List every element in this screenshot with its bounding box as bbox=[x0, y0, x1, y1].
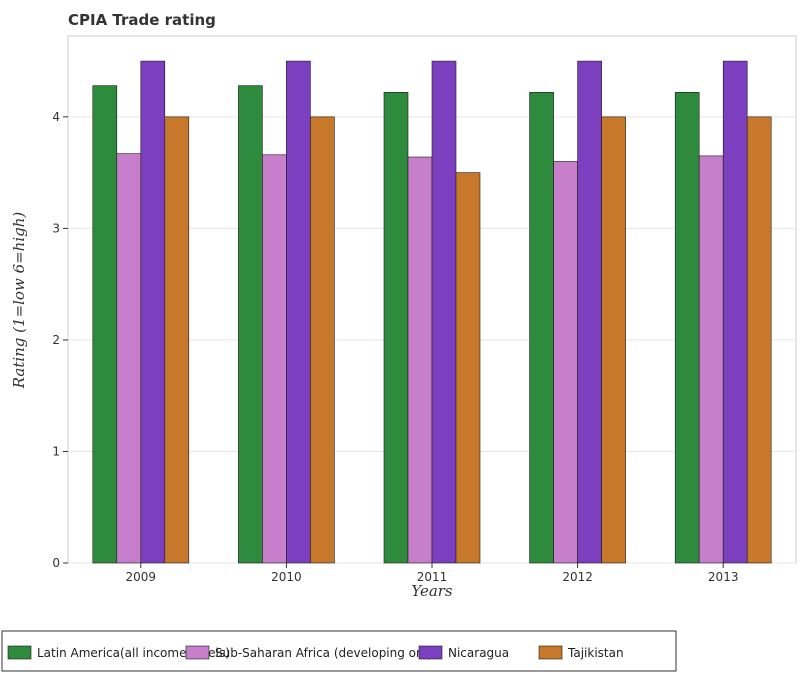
bar-2011-series-3 bbox=[455, 172, 481, 564]
y-tick-label: 2 bbox=[52, 333, 60, 347]
x-tick-label-2009: 2009 bbox=[126, 570, 157, 584]
x-axis-label: Years bbox=[411, 582, 453, 600]
legend-swatch-0 bbox=[7, 645, 32, 660]
bar-2011-series-2 bbox=[431, 60, 457, 564]
bar-2012-series-2 bbox=[577, 60, 602, 564]
legend-label-3: Tajikistan bbox=[567, 646, 624, 660]
legend-label-2: Nicaragua bbox=[448, 646, 509, 660]
legend-swatch-1 bbox=[185, 645, 210, 660]
y-tick-label: 3 bbox=[52, 221, 60, 235]
bar-2013-series-3 bbox=[746, 116, 772, 564]
y-tick-labels: 0 1 2 3 4 bbox=[52, 110, 68, 570]
legend-swatch-3 bbox=[538, 645, 563, 660]
bar-2009-series-3 bbox=[164, 116, 190, 564]
bar-2010-series-2 bbox=[286, 60, 311, 564]
x-tick-label-2011: 2011 bbox=[417, 570, 448, 584]
y-tick-label: 1 bbox=[52, 444, 60, 458]
bar-2010-series-3 bbox=[310, 116, 335, 564]
bar-2012-series-1 bbox=[553, 161, 578, 564]
legend: Latin America(all income levels)Sub-Saha… bbox=[1, 630, 677, 672]
x-tick-label-2010: 2010 bbox=[271, 570, 302, 584]
bar-2011-series-0 bbox=[383, 92, 409, 564]
bar-2012-series-3 bbox=[601, 116, 626, 564]
x-tick-labels: 2009 2010 2011 2012 2013 bbox=[126, 563, 739, 584]
legend-label-0: Latin America(all income levels) bbox=[37, 646, 230, 660]
bar-2009-series-1 bbox=[116, 153, 142, 564]
bar-2009-series-0 bbox=[92, 85, 118, 564]
bar-2010-series-0 bbox=[238, 85, 263, 564]
bar-2010-series-1 bbox=[262, 154, 287, 564]
bar-2012-series-0 bbox=[529, 92, 554, 564]
x-tick-label-2012: 2012 bbox=[562, 570, 593, 584]
bar-2013-series-1 bbox=[698, 155, 724, 564]
chart-title: CPIA Trade rating bbox=[68, 11, 216, 29]
bar-2009-series-2 bbox=[140, 60, 166, 564]
legend-swatch-2 bbox=[418, 645, 443, 660]
legend-frame bbox=[1, 630, 677, 672]
y-tick-label: 0 bbox=[52, 556, 60, 570]
x-tick-label-2013: 2013 bbox=[708, 570, 739, 584]
bar-2013-series-2 bbox=[722, 60, 748, 564]
y-axis-label: Rating (1=low 6=high) bbox=[10, 212, 28, 390]
y-tick-label: 4 bbox=[52, 110, 60, 124]
bar-2011-series-1 bbox=[407, 156, 433, 564]
bar-2013-series-0 bbox=[674, 92, 700, 564]
bars bbox=[92, 60, 772, 564]
legend-label-1: Sub-Saharan Africa (developing only) bbox=[215, 646, 439, 660]
plot-area: 0 1 2 3 4 2009 2010 2011 2012 2013 bbox=[52, 35, 797, 584]
